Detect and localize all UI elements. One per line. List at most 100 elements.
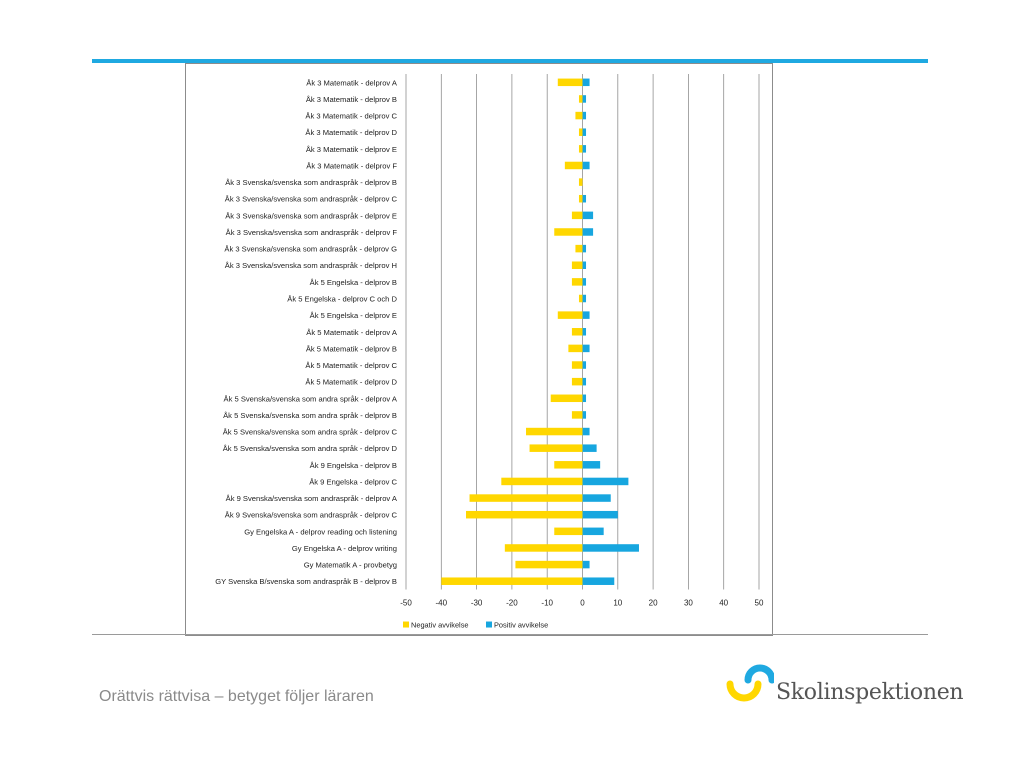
category-label: Gy Engelska A - delprov reading och list… <box>244 527 397 536</box>
positive-bar <box>582 278 587 286</box>
category-label: Åk 9 Svenska/svenska som andraspråk - de… <box>226 494 398 503</box>
negative-bar <box>557 78 583 87</box>
positive-bar <box>582 161 590 170</box>
positive-bar <box>582 377 587 386</box>
positive-bar <box>582 328 587 336</box>
positive-bar <box>582 560 590 569</box>
x-tick-label: 0 <box>580 599 585 608</box>
chart-frame: Åk 3 Matematik - delprov A Åk 3 Matematik… <box>185 63 773 636</box>
x-tick-label: 10 <box>613 599 622 608</box>
x-tick-label: -50 <box>400 599 412 608</box>
negative-bar <box>568 344 583 353</box>
positive-bar <box>582 544 639 552</box>
category-label: Åk 5 Engelska - delprov E <box>310 311 397 320</box>
negative-bar <box>578 128 583 136</box>
negative-bar <box>554 228 583 236</box>
negative-bar <box>466 510 583 519</box>
category-label: Åk 9 Engelska - delprov B <box>310 461 397 470</box>
positive-bar <box>582 494 611 502</box>
top-accent-rule <box>92 59 928 63</box>
negative-bar <box>550 394 583 403</box>
positive-bar <box>582 261 587 269</box>
positive-bar <box>582 461 601 469</box>
category-label: Gy Engelska A - delprov writing <box>292 544 397 553</box>
x-tick-label: -10 <box>541 599 553 608</box>
positive-bar <box>582 510 618 519</box>
x-tick-label: 20 <box>649 599 658 608</box>
footer-title: Orättvis rättvisa – betyget följer lärar… <box>99 688 374 705</box>
negative-bar <box>526 427 583 436</box>
category-label: Åk 3 Svenska/svenska som andraspråk - de… <box>225 211 397 220</box>
positive-bar <box>582 111 587 120</box>
category-label: Åk 3 Svenska/svenska som andraspråk - de… <box>225 195 398 204</box>
negative-bar <box>578 178 583 186</box>
category-label: Åk 5 Matematik - delprov B <box>306 344 397 353</box>
category-label: Åk 3 Matematik - delprov A <box>306 78 398 87</box>
negative-bar <box>575 111 583 120</box>
logo-wordmark: Skolinspektionen <box>776 680 964 705</box>
negative-bar <box>578 294 583 303</box>
negative-bar <box>557 311 583 319</box>
category-label: Åk 3 Matematik - delprov F <box>306 161 397 170</box>
negative-bar <box>564 161 583 170</box>
positive-bar <box>582 427 590 436</box>
negative-bar <box>441 577 583 585</box>
category-label: Åk 5 Matematik - delprov C <box>305 361 397 370</box>
legend-swatch <box>486 621 492 628</box>
x-tick-label: -30 <box>471 599 483 608</box>
positive-bar <box>582 527 604 536</box>
negative-bar <box>571 278 583 286</box>
negative-bar <box>571 361 583 369</box>
positive-bar <box>582 194 587 203</box>
positive-bar <box>582 294 587 303</box>
x-tick-label: -40 <box>436 599 448 608</box>
negative-bar <box>571 211 583 220</box>
category-label: Åk 5 Svenska/svenska som andra språk - d… <box>223 428 398 437</box>
negative-bar <box>554 461 583 469</box>
positive-bar <box>582 411 587 419</box>
x-tick-label: 50 <box>755 599 764 608</box>
positive-bar <box>582 577 615 585</box>
negative-bar <box>571 328 583 336</box>
category-label: Åk 9 Engelska - delprov C <box>309 477 397 486</box>
negative-bar <box>578 95 583 103</box>
negative-bar <box>469 494 583 502</box>
positive-bar <box>582 394 587 403</box>
legend-label: Positiv avvikelse <box>494 621 548 630</box>
negative-bar <box>501 477 583 486</box>
category-label: Åk 5 Matematik - delprov A <box>306 328 398 337</box>
category-label: Åk 5 Svenska/svenska som andra språk - d… <box>223 444 398 453</box>
x-tick-label: -20 <box>506 599 518 608</box>
positive-bar <box>582 444 597 452</box>
deviation-bar-chart: Åk 3 Matematik - delprov A Åk 3 Matematik… <box>215 74 764 630</box>
positive-bar <box>582 211 594 220</box>
category-label: Åk 3 Matematik - delprov E <box>306 145 397 154</box>
legend-swatch <box>403 621 409 628</box>
positive-bar <box>582 228 594 236</box>
negative-bar <box>571 377 583 386</box>
positive-bar <box>582 95 587 103</box>
negative-bar <box>529 444 583 452</box>
negative-bar <box>575 244 583 253</box>
category-label: Åk 5 Engelska - delprov B <box>310 278 397 287</box>
category-label: Åk 5 Matematik - delprov D <box>305 378 397 387</box>
category-label: Åk 3 Svenska/svenska som andraspråk - de… <box>225 178 397 187</box>
category-label: Åk 5 Svenska/svenska som andra språk - d… <box>223 411 397 420</box>
positive-bar <box>582 244 587 253</box>
negative-bar <box>578 145 583 153</box>
category-label: GY Svenska B/svenska som andraspråk B - … <box>215 577 397 586</box>
x-tick-label: 30 <box>684 599 693 608</box>
positive-bar <box>582 311 590 319</box>
negative-bar <box>554 527 583 536</box>
positive-bar <box>582 344 590 353</box>
negative-bar <box>578 194 583 203</box>
positive-bar <box>582 145 587 153</box>
negative-bar <box>571 261 583 269</box>
positive-bar <box>582 128 587 136</box>
category-label: Åk 5 Engelska - delprov C och D <box>287 295 397 304</box>
category-label: Åk 3 Matematik - delprov D <box>305 128 397 137</box>
skolinspektionen-logo: Skolinspektionen <box>726 656 964 712</box>
positive-bar <box>582 78 590 87</box>
legend-label: Negativ avvikelse <box>411 621 469 630</box>
category-label: Åk 3 Matematik - delprov B <box>306 95 397 104</box>
